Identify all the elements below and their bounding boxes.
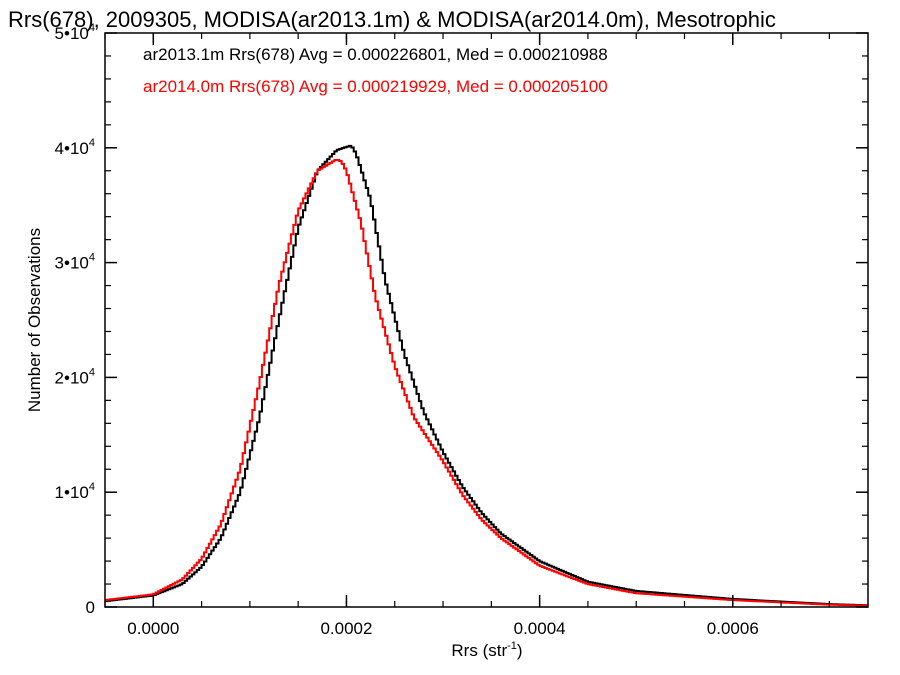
series-layer: [105, 144, 868, 607]
y-axis-label: Number of Observations: [25, 228, 44, 412]
y-tick-label-3: 3•104: [55, 252, 95, 273]
y-tick-label-2: 2•104: [55, 366, 95, 387]
x-tick-label-3: 0.0006: [707, 619, 759, 638]
series-line-ar2013.1m: [105, 144, 868, 607]
legend-stats-ar2014: ar2014.0m Rrs(678) Avg = 0.000219929, Me…: [143, 77, 608, 96]
y-tick-label-5: 5•104: [55, 22, 95, 43]
x-tick-label-1: 0.0002: [320, 619, 372, 638]
ticks-layer: 0.0000 0.0002 0.0004 0.0006 0 1•104 2•104 3•104…: [55, 22, 868, 638]
x-tick-label-2: 0.0004: [514, 619, 566, 638]
legend-stats-ar2013: ar2013.1m Rrs(678) Avg = 0.000226801, Me…: [143, 45, 608, 64]
x-tick-label-0: 0.0000: [127, 619, 179, 638]
y-tick-label-0: 0: [86, 598, 95, 617]
y-tick-label-4: 4•104: [55, 137, 95, 158]
x-axis-label: Rrs (str-1): [451, 640, 522, 660]
plot-frame: [104, 32, 869, 608]
series-line-ar2014.0m: [105, 158, 868, 607]
chart-title: Rrs(678), 2009305, MODISA(ar2013.1m) & M…: [8, 7, 776, 32]
y-tick-label-1: 1•104: [55, 481, 95, 502]
